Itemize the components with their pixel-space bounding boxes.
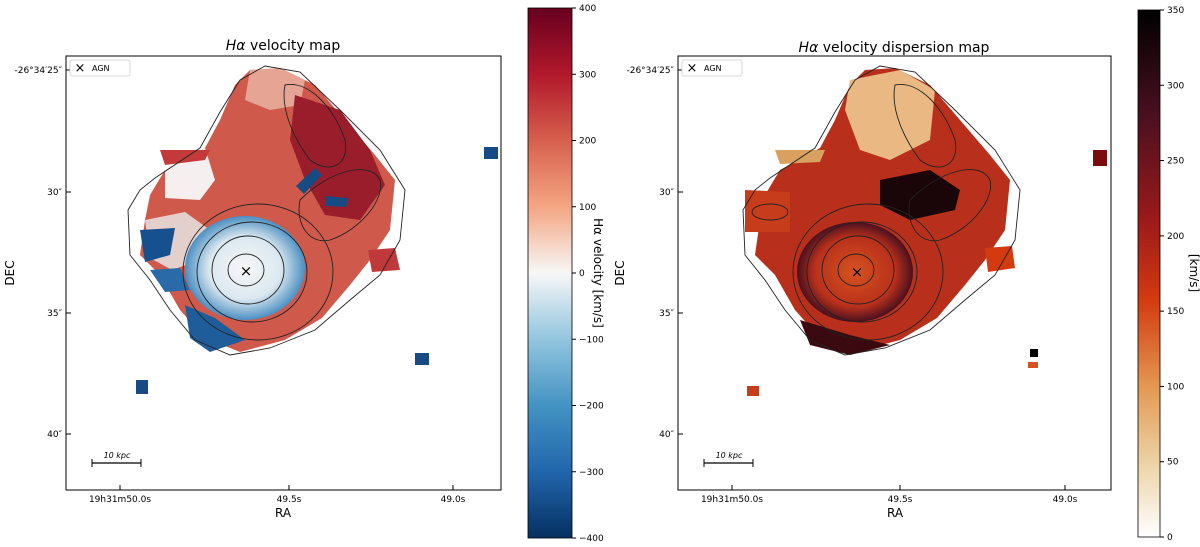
scale-bar-label: 10 kpc	[716, 451, 743, 460]
y-axis-label: DEC	[3, 260, 17, 285]
x-tick-label: 49.0s	[1053, 495, 1078, 505]
legend-marker: ×	[687, 61, 698, 76]
colorbar-tick-label: −100	[579, 335, 604, 345]
title-symbol: Hα	[799, 40, 820, 56]
colorbar-tick-label: 100	[579, 203, 596, 213]
agn-marker: ×	[240, 262, 253, 280]
x-axis-label: RA	[887, 506, 904, 520]
velocity-colorbar: 400 300 200 100 0 −100 −200 −300 −400 Hα velocit…	[527, 4, 605, 544]
colorbar-tick-label: 200	[1167, 232, 1184, 242]
x-tick-label: 49.0s	[441, 495, 466, 505]
legend-marker: ×	[75, 61, 86, 76]
colorbar-tick-label: 150	[1167, 307, 1184, 317]
dispersion-axes-frame	[677, 55, 1112, 491]
y-tick-label: 30″	[659, 188, 674, 198]
colorbar-tick-label: 300	[1167, 81, 1184, 91]
colorbar-tick-label: −400	[579, 534, 604, 544]
y-tick-label: 40″	[47, 430, 62, 440]
chart-title: Hα velocity dispersion map	[799, 40, 990, 56]
colorbar-tick-label: 0	[579, 269, 585, 279]
y-tick-label: 35″	[47, 309, 62, 319]
y-tick-label: -26°34′25″	[626, 66, 674, 76]
dispersion-map	[742, 65, 1107, 396]
agn-marker: ×	[851, 263, 864, 281]
x-tick-label: 49.5s	[277, 495, 302, 505]
colorbar-label: Hα velocity [km/s]	[591, 218, 605, 328]
y-tick-label: 40″	[659, 430, 674, 440]
legend-label: AGN	[704, 64, 722, 73]
legend-label: AGN	[92, 64, 110, 73]
dispersion-panel: 19h31m50.0s 49.5s 49.0s -26°34′25″ 30″ 3…	[613, 6, 1200, 543]
title-rest: velocity dispersion map	[818, 40, 989, 56]
y-axis-label: DEC	[613, 260, 627, 285]
legend: × AGN	[69, 59, 131, 77]
legend: × AGN	[681, 59, 743, 77]
velocity-axes-frame	[65, 55, 502, 491]
y-tick-label: 35″	[659, 309, 674, 319]
velocity-map	[127, 65, 498, 394]
scale-bar: 10 kpc	[91, 451, 142, 467]
scale-bar-label: 10 kpc	[104, 451, 131, 460]
x-tick-label: 19h31m50.0s	[89, 495, 151, 505]
x-tick-label: 49.5s	[888, 495, 913, 505]
y-tick-label: -26°34′25″	[14, 66, 62, 76]
velocity-panel: 19h31m50.0s 49.5s 49.0s -26°34′25″ 30″ 3…	[3, 4, 605, 544]
colorbar-tick-label: 100	[1167, 382, 1184, 392]
colorbar-tick-label: 300	[579, 70, 596, 80]
colorbar-label: [km/s]	[1187, 254, 1200, 292]
title-rest: velocity map	[246, 38, 341, 54]
colorbar-tick-label: −300	[579, 468, 604, 478]
title-symbol: Hα	[226, 38, 247, 54]
chart-title: Hα velocity map	[226, 38, 341, 54]
dispersion-colorbar: 350 300 250 200 150 100 50 0 [km/s]	[1137, 6, 1200, 543]
colorbar-tick-label: 400	[579, 4, 596, 14]
colorbar-tick-label: 200	[579, 137, 596, 147]
colorbar-tick-label: 350	[1167, 6, 1184, 16]
x-axis-label: RA	[275, 506, 292, 520]
x-tick-label: 19h31m50.0s	[701, 495, 763, 505]
colorbar-tick-label: 0	[1167, 533, 1173, 543]
colorbar-tick-label: 250	[1167, 157, 1184, 167]
y-tick-label: 30″	[47, 188, 62, 198]
colorbar-tick-label: 50	[1167, 458, 1179, 468]
colorbar-tick-label: −200	[579, 402, 604, 412]
scale-bar: 10 kpc	[703, 451, 754, 467]
